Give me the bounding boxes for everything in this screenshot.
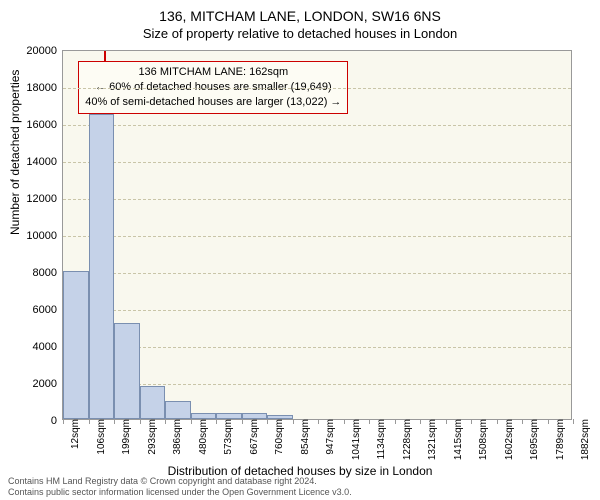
xtick-label: 1882sqm [576,419,591,460]
histogram-bar [63,271,89,419]
xtick-label: 1789sqm [551,419,566,460]
ytick-label: 12000 [26,193,63,205]
xtick-mark [318,419,319,424]
xtick-mark [369,419,370,424]
xtick-label: 1695sqm [525,419,540,460]
page-title-2: Size of property relative to detached ho… [0,24,600,41]
xtick-label: 12sqm [66,419,81,449]
attribution-line1: Contains HM Land Registry data © Crown c… [8,476,352,487]
gridline [63,199,571,200]
page-title-1: 136, MITCHAM LANE, LONDON, SW16 6NS [0,0,600,24]
ytick-label: 4000 [33,341,63,353]
ytick-label: 0 [51,415,63,427]
xtick-label: 760sqm [270,419,285,455]
xtick-label: 1415sqm [449,419,464,460]
xtick-label: 1228sqm [398,419,413,460]
xtick-label: 106sqm [92,419,107,455]
ytick-label: 20000 [26,45,63,57]
xtick-mark [165,419,166,424]
xtick-mark [114,419,115,424]
info-box-line1: 136 MITCHAM LANE: 162sqm [85,65,341,80]
xtick-mark [471,419,472,424]
chart-plot-area: 136 MITCHAM LANE: 162sqm ← 60% of detach… [62,50,572,420]
histogram-bar [114,323,140,419]
attribution-line2: Contains public sector information licen… [8,487,352,498]
xtick-mark [497,419,498,424]
xtick-label: 1134sqm [372,419,387,459]
gridline [63,310,571,311]
xtick-mark [293,419,294,424]
histogram-bar [165,401,191,420]
xtick-label: 667sqm [245,419,260,455]
info-box-line3: 40% of semi-detached houses are larger (… [85,95,341,110]
xtick-mark [344,419,345,424]
xtick-label: 573sqm [219,419,234,455]
ytick-label: 8000 [33,267,63,279]
xtick-mark [140,419,141,424]
xtick-label: 386sqm [168,419,183,455]
xtick-mark [522,419,523,424]
ytick-label: 18000 [26,82,63,94]
gridline [63,88,571,89]
xtick-mark [191,419,192,424]
attribution: Contains HM Land Registry data © Crown c… [8,476,352,498]
chart-container: 136, MITCHAM LANE, LONDON, SW16 6NS Size… [0,0,600,500]
y-axis-label: Number of detached properties [8,70,22,235]
xtick-mark [63,419,64,424]
xtick-mark [573,419,574,424]
ytick-label: 6000 [33,304,63,316]
xtick-label: 1041sqm [347,419,362,460]
ytick-label: 10000 [26,230,63,242]
gridline [63,162,571,163]
xtick-mark [89,419,90,424]
ytick-label: 2000 [33,378,63,390]
gridline [63,125,571,126]
xtick-mark [216,419,217,424]
xtick-label: 1602sqm [500,419,515,460]
histogram-bar [140,386,165,419]
xtick-mark [267,419,268,424]
xtick-label: 199sqm [117,419,132,455]
xtick-label: 947sqm [321,419,336,455]
xtick-mark [420,419,421,424]
xtick-mark [395,419,396,424]
histogram-bar [89,114,114,419]
xtick-mark [548,419,549,424]
ytick-label: 16000 [26,119,63,131]
xtick-label: 293sqm [143,419,158,455]
xtick-mark [446,419,447,424]
gridline [63,236,571,237]
xtick-label: 1321sqm [423,419,438,460]
xtick-label: 1508sqm [474,419,489,460]
xtick-mark [242,419,243,424]
xtick-label: 854sqm [296,419,311,455]
xtick-label: 480sqm [194,419,209,455]
gridline [63,273,571,274]
ytick-label: 14000 [26,156,63,168]
